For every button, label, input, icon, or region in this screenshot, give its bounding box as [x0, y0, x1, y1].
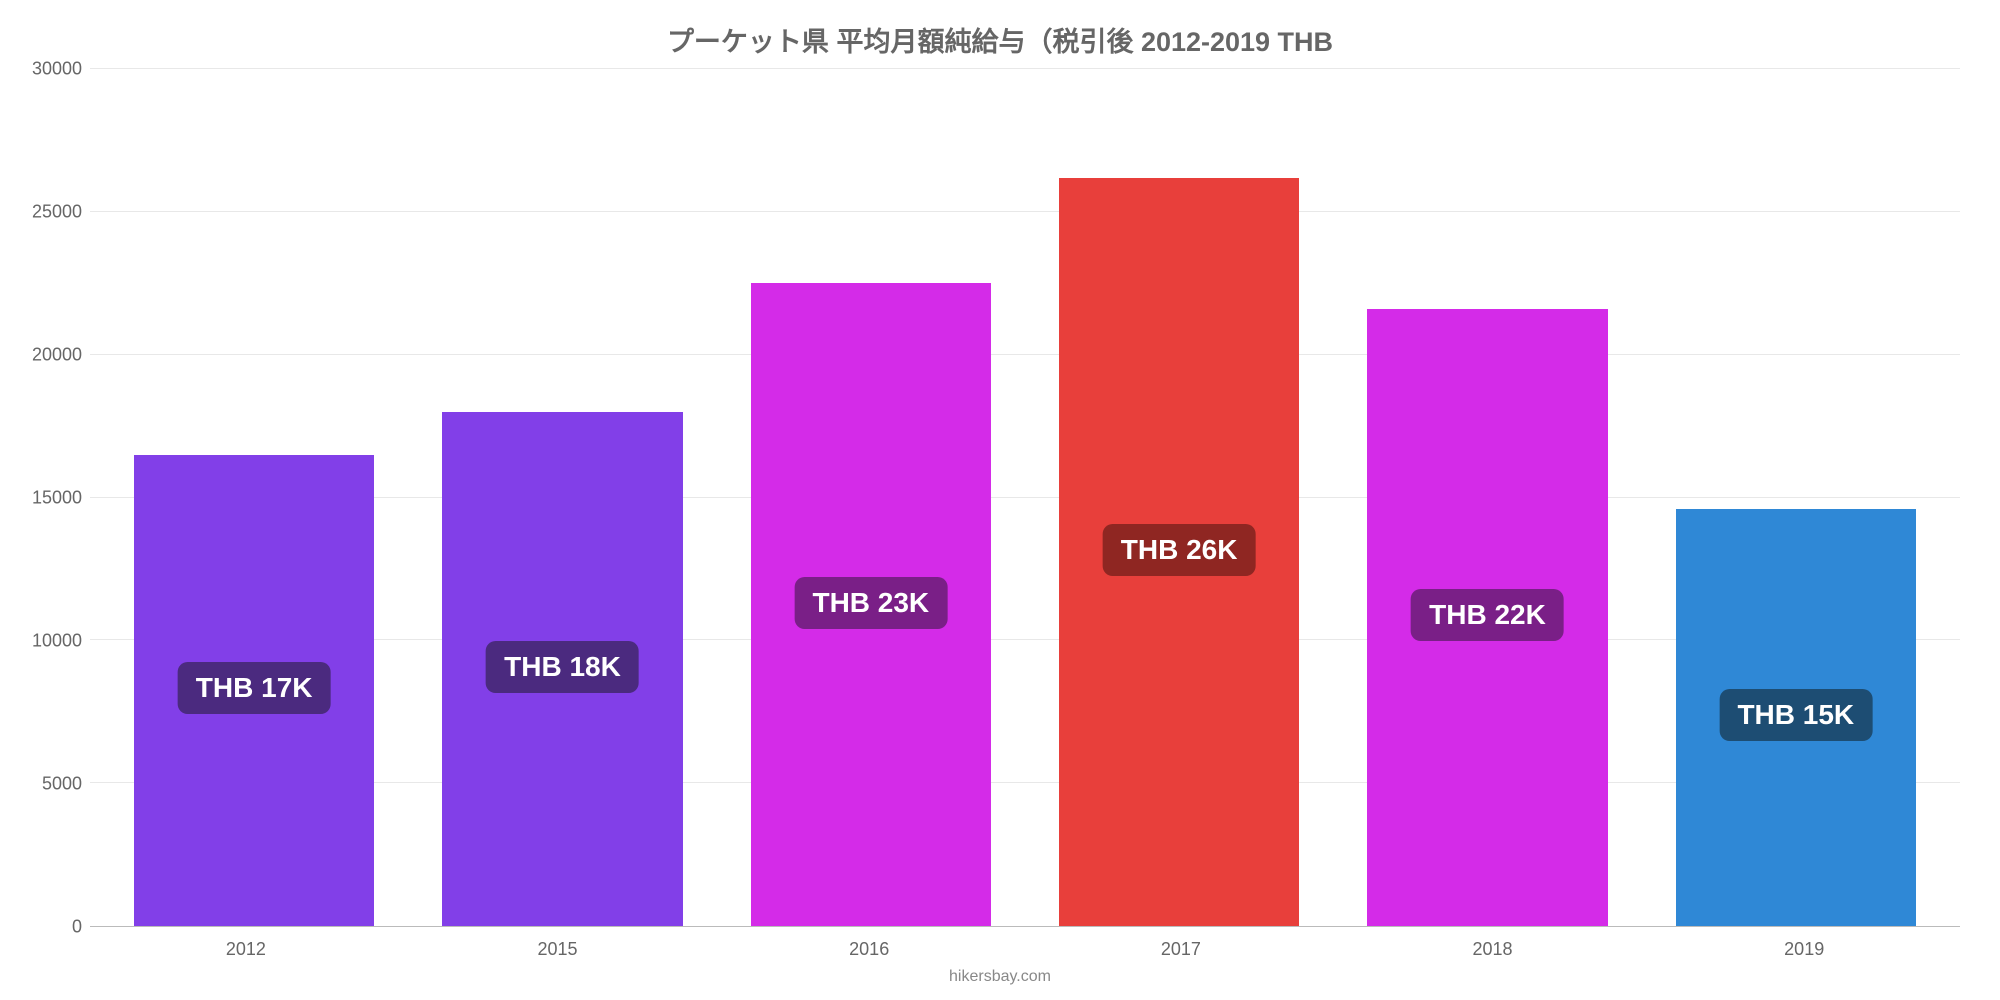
x-axis-tick: 2015: [402, 939, 714, 960]
x-axis-tick: 2019: [1648, 939, 1960, 960]
bar: THB 26K: [1059, 178, 1299, 926]
value-badge: THB 15K: [1719, 689, 1872, 741]
x-axis-tick: 2016: [713, 939, 1025, 960]
chart-credit: hikersbay.com: [0, 968, 2000, 1000]
y-axis-tick: 20000: [32, 345, 82, 366]
bars-region: THB 17K THB 18K THB 23K THB 26K THB 22K THB 1…: [90, 69, 1960, 927]
bar-slot: THB 26K: [1025, 69, 1333, 926]
chart-container: プーケット県 平均月額純給与（税引後 2012-2019 THB 0 5000 10…: [0, 0, 2000, 1000]
bar: THB 22K: [1367, 309, 1607, 926]
bar: THB 18K: [442, 412, 682, 926]
plot-area: 050001000015000200002500030000 THB 17KTH…: [0, 69, 2000, 927]
bar-slot: THB 17K: [100, 69, 408, 926]
y-axis-tick: 25000: [32, 202, 82, 223]
x-axis-tick: 2012: [90, 939, 402, 960]
bar: THB 23K: [751, 283, 991, 926]
y-axis-tick: 15000: [32, 488, 82, 509]
bar-slot: THB 18K: [408, 69, 716, 926]
value-badge: THB 18K: [486, 641, 639, 693]
value-badge: THB 23K: [794, 577, 947, 629]
y-axis-tick: 0: [72, 917, 82, 938]
x-axis-tick: 2017: [1025, 939, 1337, 960]
value-badge: THB 26K: [1103, 524, 1256, 576]
bar-slot: THB 22K: [1333, 69, 1641, 926]
y-axis-tick: 30000: [32, 59, 82, 80]
y-axis-tick: 5000: [42, 774, 82, 795]
x-axis: 201220152016201720182019: [0, 927, 2000, 968]
chart-title: プーケット県 平均月額純給与（税引後 2012-2019 THB: [0, 0, 2000, 69]
value-badge: THB 17K: [178, 662, 331, 714]
y-axis-tick: 10000: [32, 631, 82, 652]
x-axis-tick: 2018: [1337, 939, 1649, 960]
bar: THB 15K: [1676, 509, 1916, 926]
y-axis: 050001000015000200002500030000: [20, 69, 90, 927]
bar: THB 17K: [134, 455, 374, 926]
bar-slot: THB 15K: [1642, 69, 1950, 926]
value-badge: THB 22K: [1411, 589, 1564, 641]
bar-slot: THB 23K: [717, 69, 1025, 926]
